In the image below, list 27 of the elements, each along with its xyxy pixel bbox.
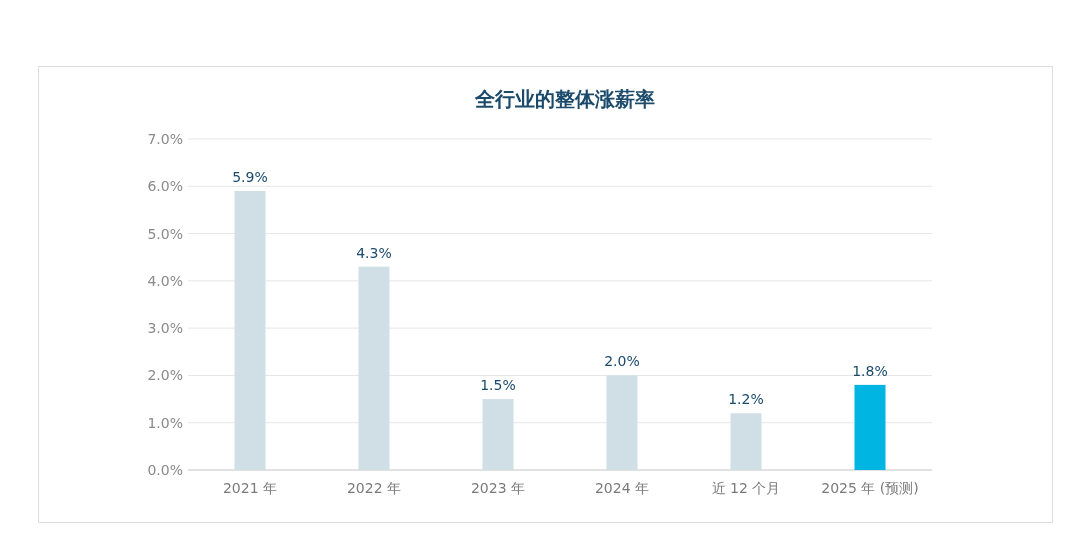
chart-title: 全行业的整体涨薪率 [474, 87, 655, 111]
y-tick-label: 3.0% [147, 320, 183, 337]
data-label: 5.9% [232, 169, 268, 186]
y-tick-label: 2.0% [147, 367, 183, 384]
x-tick-label: 近 12 个月 [711, 480, 781, 496]
x-tick-label: 2025 年 (预测) [821, 480, 919, 496]
y-tick-label: 1.0% [147, 414, 183, 431]
x-tick-label: 2021 年 [222, 480, 278, 496]
y-tick-label: 0.0% [147, 462, 183, 478]
x-tick-label: 2024 年 [594, 480, 650, 496]
data-label: 1.5% [480, 377, 516, 394]
y-tick-label: 7.0% [147, 131, 183, 147]
bar [854, 384, 886, 470]
y-tick-label: 6.0% [147, 178, 183, 195]
data-label: 4.3% [356, 244, 392, 261]
bar [234, 191, 266, 470]
x-tick-label: 2023 年 [470, 480, 526, 496]
data-label: 2.0% [604, 353, 640, 370]
x-tick-label: 2022 年 [346, 480, 402, 496]
y-tick-label: 4.0% [147, 272, 183, 289]
bar [730, 413, 762, 470]
y-tick-label: 5.0% [147, 225, 183, 242]
bar [482, 399, 514, 470]
data-label: 1.2% [728, 391, 764, 408]
bar [358, 266, 390, 470]
bar [606, 375, 638, 470]
data-label: 1.8% [852, 362, 888, 379]
